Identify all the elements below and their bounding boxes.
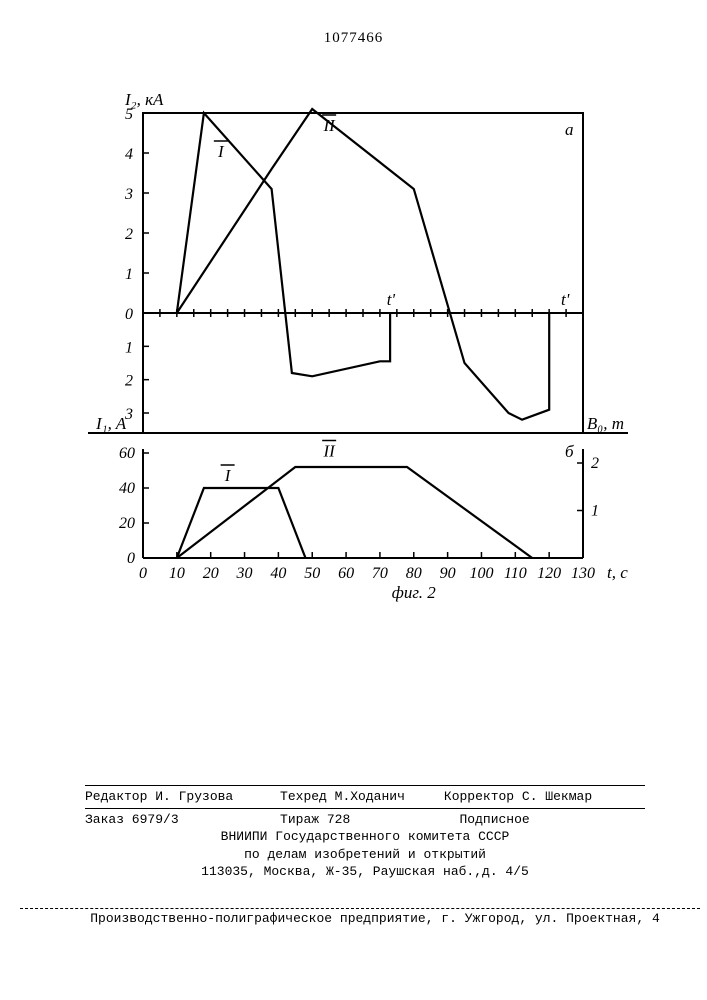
svg-text:1: 1: [125, 266, 133, 283]
svg-text:90: 90: [440, 565, 456, 582]
techred: Техред М.Ходанич: [280, 789, 405, 804]
svg-text:50: 50: [304, 565, 320, 582]
subscription: Подписное: [459, 812, 529, 827]
corrector: Корректор С. Шекмар: [444, 789, 592, 804]
figure-2-chart: 012345123I₂, кАаt't'IIII₁, AВ₀, тб020406…: [88, 88, 628, 608]
svg-text:а: а: [565, 120, 574, 139]
svg-text:В₀, т: В₀, т: [587, 414, 624, 433]
svg-text:t': t': [387, 290, 396, 309]
svg-text:80: 80: [406, 565, 422, 582]
svg-text:б: б: [565, 442, 574, 461]
svg-text:0: 0: [127, 550, 135, 567]
svg-text:20: 20: [119, 515, 135, 532]
svg-text:40: 40: [119, 480, 135, 497]
svg-text:120: 120: [537, 565, 561, 582]
print-house: Производственно-полиграфическое предприя…: [65, 910, 685, 928]
doc-number: 1077466: [0, 30, 707, 47]
svg-text:I: I: [224, 466, 232, 485]
svg-text:3: 3: [124, 186, 133, 203]
svg-text:1: 1: [591, 503, 599, 520]
svg-text:фиг. 2: фиг. 2: [392, 583, 436, 602]
svg-text:60: 60: [338, 565, 354, 582]
footer-block: Редактор И. Грузова Техред М.Ходанич Кор…: [85, 783, 645, 881]
editor: Редактор И. Грузова: [85, 789, 233, 804]
svg-text:1: 1: [125, 339, 133, 356]
svg-text:20: 20: [203, 565, 219, 582]
org-line-2: по делам изобретений и открытий: [85, 846, 645, 864]
svg-text:I₂, кА: I₂, кА: [124, 90, 164, 109]
tirazh: Тираж 728: [280, 812, 350, 827]
svg-text:60: 60: [119, 445, 135, 462]
order-no: Заказ 6979/3: [85, 812, 179, 827]
svg-text:II: II: [322, 116, 336, 135]
svg-text:II: II: [322, 442, 336, 461]
svg-text:t': t': [561, 290, 570, 309]
svg-text:30: 30: [236, 565, 253, 582]
svg-text:10: 10: [169, 565, 185, 582]
svg-text:I: I: [217, 142, 225, 161]
svg-text:I₁, A: I₁, A: [95, 414, 127, 433]
org-line-1: ВНИИПИ Государственного комитета СССР: [85, 828, 645, 846]
svg-text:70: 70: [372, 565, 388, 582]
svg-text:110: 110: [504, 565, 527, 582]
svg-text:2: 2: [591, 455, 599, 472]
svg-text:40: 40: [270, 565, 286, 582]
svg-text:2: 2: [125, 226, 133, 243]
svg-text:0: 0: [139, 565, 147, 582]
org-address: 113035, Москва, Ж-35, Раушская наб.,д. 4…: [85, 863, 645, 881]
svg-text:2: 2: [125, 373, 133, 390]
svg-text:130: 130: [571, 565, 595, 582]
svg-text:0: 0: [125, 306, 133, 323]
svg-text:100: 100: [469, 565, 493, 582]
svg-text:t, с: t, с: [607, 563, 628, 582]
svg-text:4: 4: [125, 146, 133, 163]
